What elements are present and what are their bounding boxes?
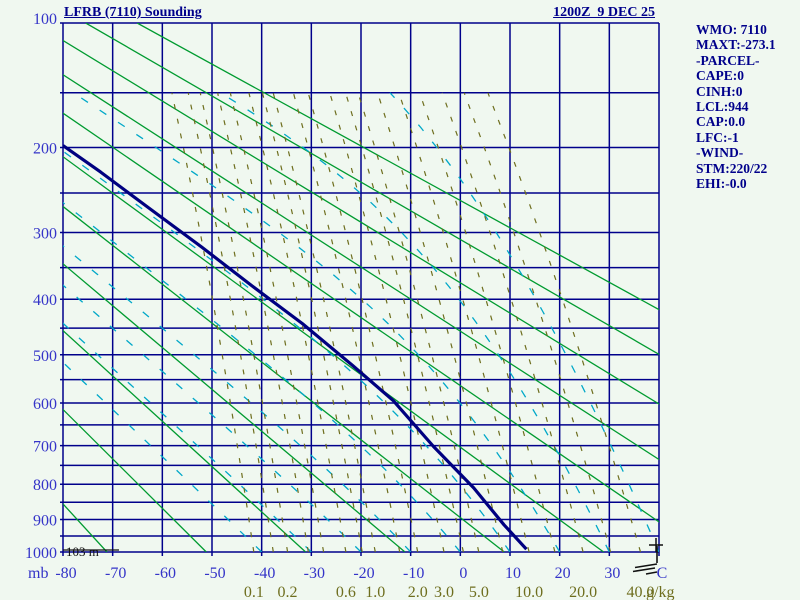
page-title: LFRB (7110) Sounding bbox=[64, 5, 202, 20]
pressure-tick-label: 500 bbox=[33, 348, 57, 365]
mixing-ratio-tick-label: 2.0 bbox=[408, 584, 428, 600]
stats-panel-line: CINH:0 bbox=[696, 83, 743, 99]
stats-panel-line: CAPE:0 bbox=[696, 68, 744, 84]
pressure-tick-label: 600 bbox=[33, 396, 57, 413]
stats-panel-line: LCL:944 bbox=[696, 99, 749, 115]
mixing-ratio-tick-label: 0.1 bbox=[244, 584, 264, 600]
stats-panel-line: WMO: 7110 bbox=[696, 22, 767, 37]
temperature-tick-label: -10 bbox=[403, 565, 424, 582]
dry-adiabat-lines bbox=[63, 23, 659, 552]
temperature-tick-label: -50 bbox=[204, 565, 225, 582]
stats-panel-line: EHI:-0.0 bbox=[696, 176, 747, 192]
temperature-tick-label: -30 bbox=[304, 565, 325, 582]
stats-panel-line: CAP:0.0 bbox=[696, 114, 746, 130]
pressure-tick-label: 900 bbox=[33, 512, 57, 529]
temperature-tick-label: 30 bbox=[604, 565, 620, 582]
temperature-tick-label: -20 bbox=[353, 565, 374, 582]
surface-wind-plus-icon bbox=[649, 538, 663, 552]
temperature-tick-label: -70 bbox=[105, 565, 126, 582]
temperature-tick-label: 10 bbox=[505, 565, 521, 582]
pressure-tick-label: 300 bbox=[33, 226, 57, 243]
mixing-ratio-tick-label: 20.0 bbox=[569, 584, 597, 600]
stats-panel-line: -PARCEL- bbox=[696, 52, 760, 68]
mixing-ratio-lines bbox=[171, 92, 642, 552]
datetime-label: 1200Z 9 DEC 25 bbox=[553, 5, 655, 20]
pressure-tick-label: 100 bbox=[33, 11, 57, 28]
pressure-tick-label: 800 bbox=[33, 477, 57, 494]
pressure-tick-label: 700 bbox=[33, 439, 57, 456]
temperature-profile-line bbox=[63, 144, 528, 551]
stats-panel-line: MAXT:-273.1 bbox=[696, 37, 776, 53]
moist-adiabat-lines bbox=[63, 92, 659, 552]
surface-elevation-label: 103 m bbox=[66, 544, 99, 559]
mixing-ratio-unit-label: g/kg bbox=[646, 584, 674, 600]
temperature-sounding-trace bbox=[63, 144, 528, 551]
stats-panel-line: -WIND- bbox=[696, 145, 744, 161]
temperature-tick-label: 0 bbox=[459, 565, 467, 582]
mixing-ratio-tick-label: 5.0 bbox=[469, 584, 489, 600]
surface-wind-barb-icon bbox=[632, 546, 658, 575]
pressure-tick-label: 200 bbox=[33, 140, 57, 157]
stats-panel-line: STM:220/22 bbox=[696, 160, 768, 176]
temperature-tick-label: -80 bbox=[55, 565, 76, 582]
mixing-ratio-tick-label: 1.0 bbox=[365, 584, 385, 600]
temperature-tick-label: -40 bbox=[254, 565, 275, 582]
stats-panel: WMO: 7110 MAXT:-273.1 -PARCEL- CAPE:0 CINH:0… bbox=[696, 22, 776, 191]
mixing-ratio-tick-label: 0.2 bbox=[278, 584, 298, 600]
mixing-ratio-tick-label: 0.6 bbox=[336, 584, 356, 600]
pressure-temperature-grid bbox=[60, 22, 660, 556]
temperature-tick-label: 20 bbox=[555, 565, 571, 582]
pressure-unit-label: mb bbox=[28, 565, 48, 582]
pressure-tick-label: 1000 bbox=[25, 545, 57, 562]
mixing-ratio-tick-label: 3.0 bbox=[434, 584, 454, 600]
temperature-tick-label: -60 bbox=[155, 565, 176, 582]
surface-annotations: 103 m bbox=[63, 538, 663, 575]
mixing-ratio-tick-label: 40.0 bbox=[627, 584, 655, 600]
mixing-ratio-tick-label: 10.0 bbox=[515, 584, 543, 600]
stats-panel-line: LFC:-1 bbox=[696, 129, 739, 145]
temperature-unit-label: C bbox=[657, 565, 668, 582]
pressure-tick-label: 400 bbox=[33, 292, 57, 309]
